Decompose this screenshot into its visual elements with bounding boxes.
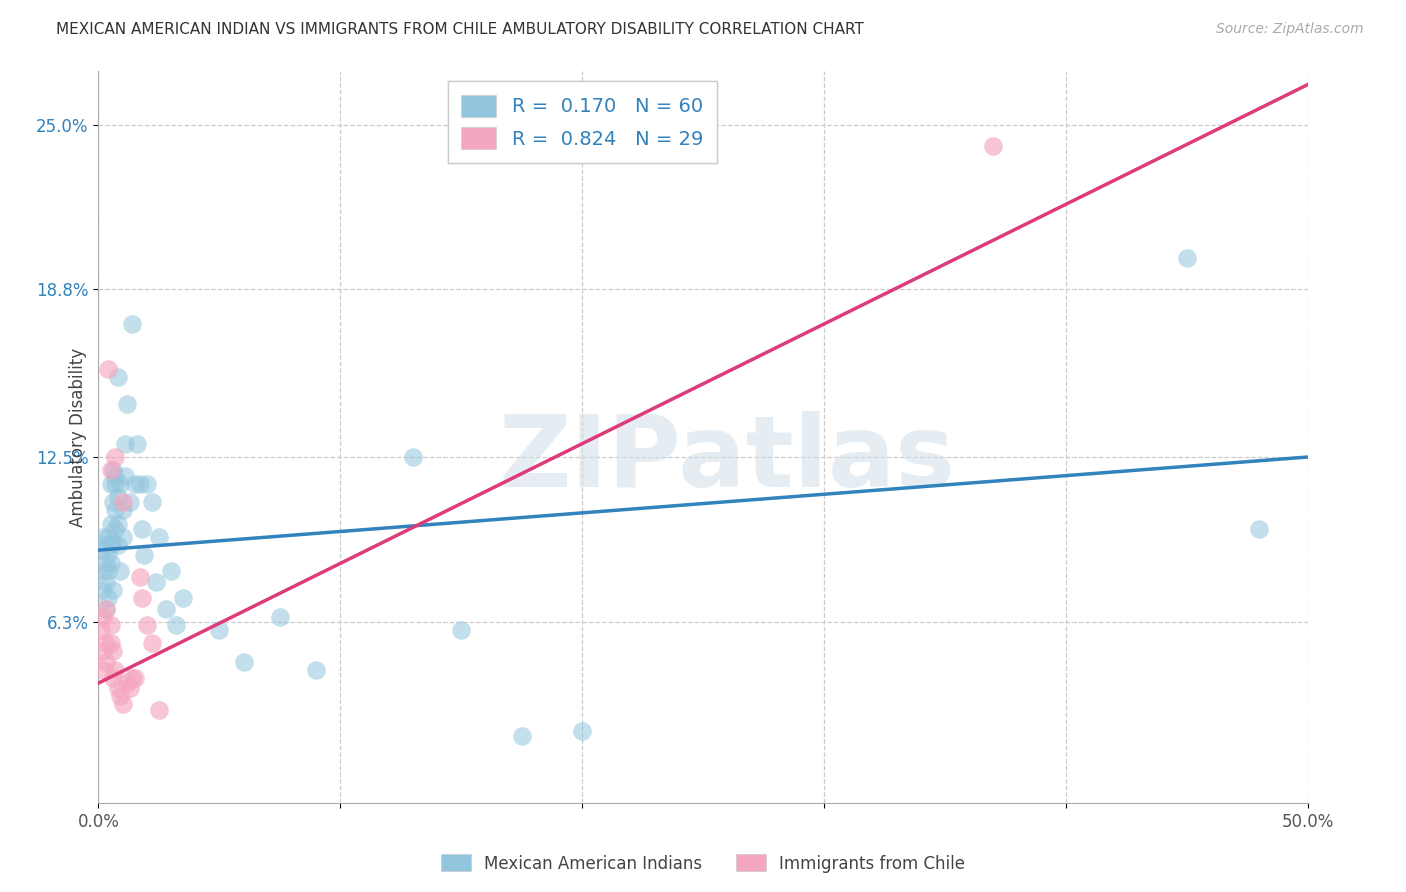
Point	[101, 644, 124, 658]
Point	[108, 690, 131, 704]
Point	[91, 609, 114, 624]
Y-axis label: Ambulatory Disability: Ambulatory Disability	[69, 348, 87, 526]
Point	[172, 591, 194, 605]
Point	[101, 582, 124, 597]
Point	[101, 495, 124, 509]
Point	[1175, 251, 1198, 265]
Point	[114, 436, 136, 450]
Point	[107, 681, 129, 696]
Point	[91, 565, 114, 579]
Point	[269, 609, 291, 624]
Point	[111, 698, 134, 712]
Point	[108, 565, 131, 579]
Point	[100, 516, 122, 531]
Point	[97, 530, 120, 544]
Point	[101, 535, 124, 549]
Point	[305, 663, 328, 677]
Point	[118, 495, 141, 509]
Point	[131, 591, 153, 605]
Point	[121, 317, 143, 331]
Point	[148, 530, 170, 544]
Point	[111, 503, 134, 517]
Point	[94, 655, 117, 669]
Text: Source: ZipAtlas.com: Source: ZipAtlas.com	[1216, 22, 1364, 37]
Point	[124, 476, 146, 491]
Point	[118, 681, 141, 696]
Point	[1249, 522, 1271, 536]
Point	[128, 476, 150, 491]
Point	[450, 623, 472, 637]
Point	[100, 557, 122, 571]
Point	[510, 729, 533, 743]
Point	[94, 538, 117, 552]
Point	[111, 530, 134, 544]
Point	[117, 397, 139, 411]
Point	[97, 591, 120, 605]
Point	[104, 503, 127, 517]
Point	[94, 575, 117, 590]
Point	[128, 570, 150, 584]
Point	[148, 703, 170, 717]
Point	[104, 450, 127, 464]
Point	[155, 601, 177, 615]
Text: MEXICAN AMERICAN INDIAN VS IMMIGRANTS FROM CHILE AMBULATORY DISABILITY CORRELATI: MEXICAN AMERICAN INDIAN VS IMMIGRANTS FR…	[56, 22, 865, 37]
Point	[134, 549, 156, 563]
Point	[94, 601, 117, 615]
Point	[100, 463, 122, 477]
Point	[91, 663, 114, 677]
Point	[100, 636, 122, 650]
Point	[145, 575, 167, 590]
Point	[981, 138, 1004, 153]
Point	[101, 463, 124, 477]
Point	[232, 655, 254, 669]
Point	[94, 601, 117, 615]
Point	[131, 522, 153, 536]
Point	[135, 476, 157, 491]
Point	[402, 450, 425, 464]
Point	[104, 476, 127, 491]
Point	[97, 362, 120, 376]
Point	[124, 671, 146, 685]
Point	[114, 468, 136, 483]
Point	[107, 538, 129, 552]
Point	[141, 636, 163, 650]
Point	[97, 565, 120, 579]
Point	[107, 516, 129, 531]
Point	[571, 723, 593, 738]
Point	[111, 495, 134, 509]
Point	[165, 617, 187, 632]
Point	[104, 468, 127, 483]
Point	[107, 370, 129, 384]
Point	[117, 676, 139, 690]
Point	[104, 522, 127, 536]
Point	[101, 671, 124, 685]
Point	[104, 663, 127, 677]
Point	[90, 623, 112, 637]
Point	[135, 617, 157, 632]
Point	[107, 490, 129, 504]
Point	[127, 436, 149, 450]
Point	[90, 543, 112, 558]
Point	[108, 476, 131, 491]
Point	[94, 636, 117, 650]
Legend: Mexican American Indians, Immigrants from Chile: Mexican American Indians, Immigrants fro…	[434, 847, 972, 880]
Point	[100, 617, 122, 632]
Point	[91, 644, 114, 658]
Point	[141, 495, 163, 509]
Point	[91, 582, 114, 597]
Point	[94, 557, 117, 571]
Point	[208, 623, 231, 637]
Point	[97, 549, 120, 563]
Legend: R =  0.170   N = 60, R =  0.824   N = 29: R = 0.170 N = 60, R = 0.824 N = 29	[447, 81, 717, 163]
Point	[100, 476, 122, 491]
Point	[160, 565, 183, 579]
Text: ZIPatlas: ZIPatlas	[499, 410, 956, 508]
Point	[121, 671, 143, 685]
Point	[100, 538, 122, 552]
Point	[91, 530, 114, 544]
